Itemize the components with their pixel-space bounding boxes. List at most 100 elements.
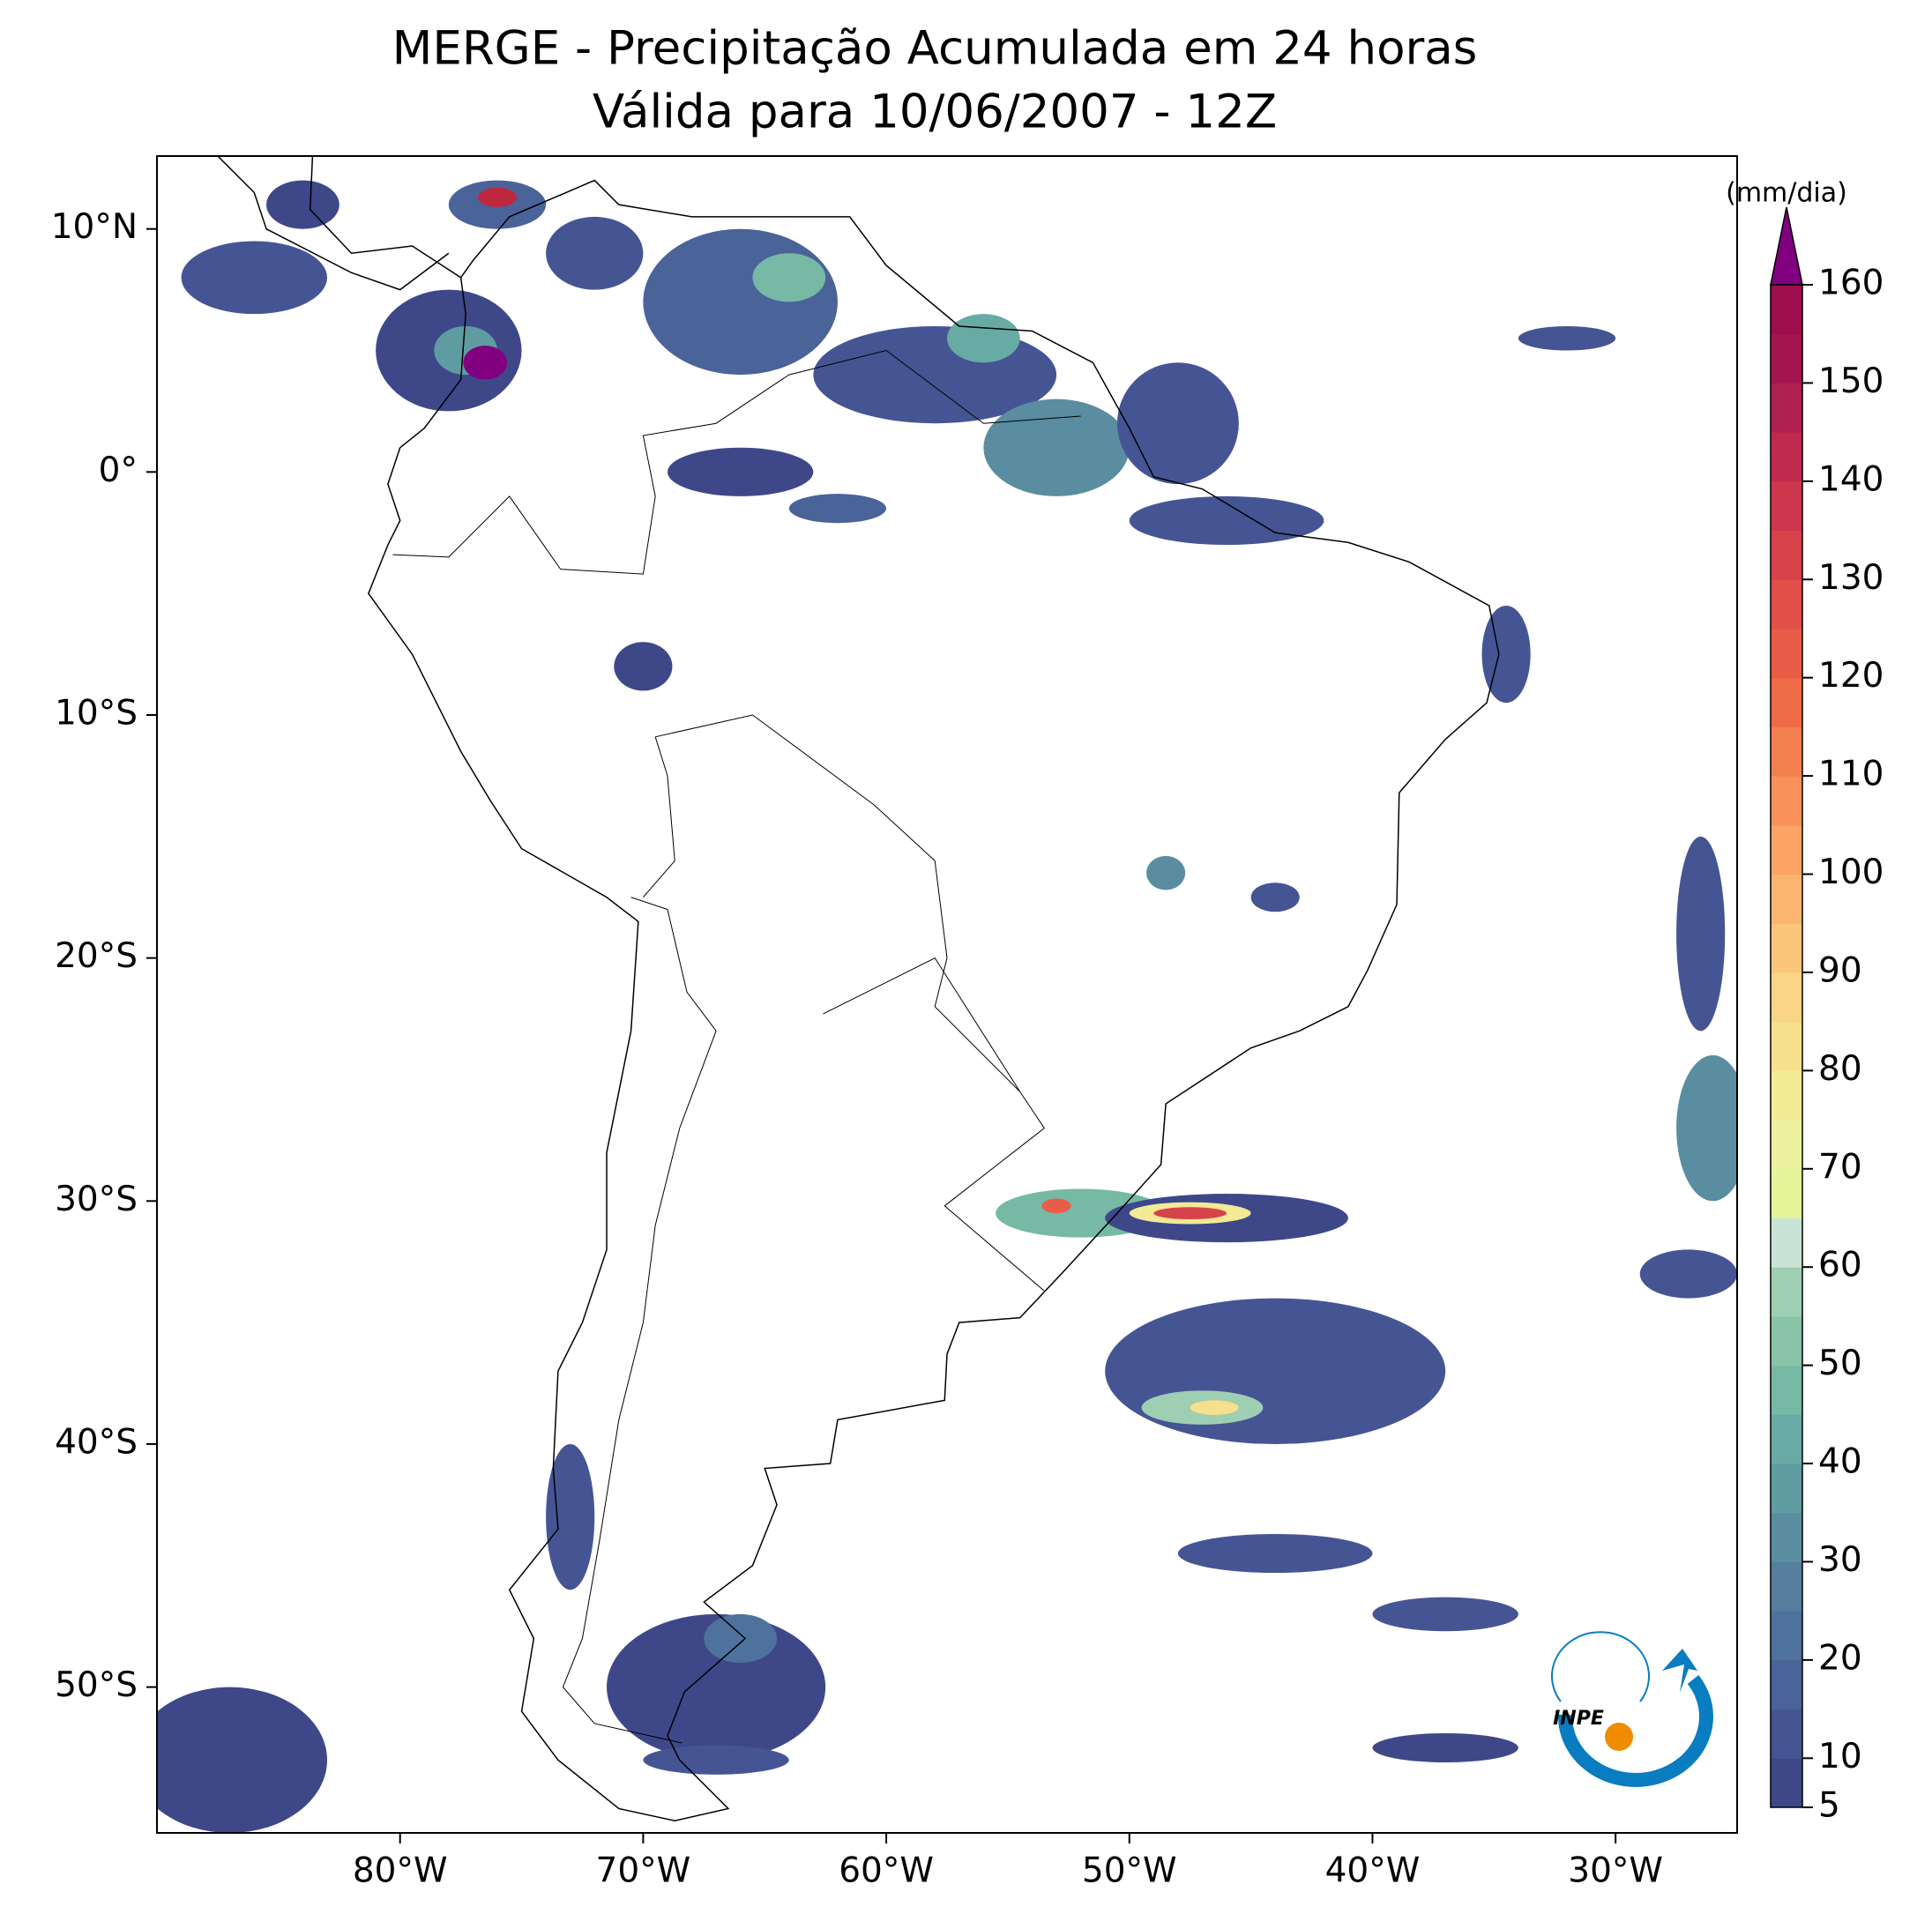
colorbar-tick-label: 90 [1818,950,1862,990]
colorbar-segment [1771,628,1802,679]
precip-area [1481,605,1531,704]
precip-area [1250,883,1300,912]
colorbar-frame [1770,284,1803,1808]
colorbar-tick-label: 100 [1818,853,1884,892]
colorbar-tick-label: 10 [1818,1737,1862,1776]
precip-area [983,398,1130,496]
colorbar-segment [1771,726,1802,777]
precip-area [1041,1198,1071,1214]
precip-area [947,314,1020,363]
y-tick-label: 10°N [51,207,138,247]
y-tick-label: 20°S [55,936,138,976]
precip-area [1518,325,1616,351]
colorbar-segment [1771,1218,1802,1268]
coastline [216,156,450,291]
colorbar-segment [1771,1070,1802,1121]
border [655,714,1045,1292]
colorbar-tick-label: 20 [1818,1638,1862,1678]
colorbar-tick-label: 50 [1818,1344,1862,1383]
colorbar-tick-label: 40 [1818,1442,1862,1482]
precip-area [1639,1249,1737,1299]
colorbar: 5 10 20 30 40 50 60 70 80 90 100 110 120 130 140 150 160… [1726,178,1884,1826]
x-tick-label: 80°W [353,1851,448,1891]
colorbar-segment [1771,824,1802,875]
border [392,495,562,570]
colorbar-segment [1771,1315,1802,1367]
y-tick-label: 30°S [55,1180,138,1219]
precip-area [643,228,838,376]
colorbar-segment [1771,923,1802,973]
colorbar-segment [1771,285,1802,335]
precip-area [1146,855,1186,890]
colorbar-segment [1771,1512,1802,1562]
y-tick-label: 50°S [55,1665,138,1705]
precip-area [752,253,826,302]
colorbar-segment [1771,1168,1802,1218]
precip-area [643,1745,789,1775]
precip-area [1372,1597,1518,1632]
precip-area [463,346,507,380]
y-tick-label: 10°S [55,694,138,734]
precip-area [667,447,814,496]
precip-area [1676,1054,1737,1202]
precip-area [266,180,339,229]
x-tick-label: 40°W [1325,1851,1421,1891]
colorbar-tick-label: 130 [1818,558,1884,598]
precip-area [181,241,327,315]
colorbar-segment [1771,1021,1802,1071]
plot-area [157,156,1737,1833]
x-tick-label: 70°W [596,1851,691,1891]
colorbar-segment [1771,1267,1802,1317]
coastline [309,156,462,279]
colorbar-unit: (mm/dia) [1726,178,1847,209]
precip-area [1676,836,1726,1031]
precip-area [546,1443,595,1590]
colorbar-segment [1771,1709,1802,1759]
colorbar-segment [1771,1561,1802,1612]
colorbar-segment [1771,383,1802,433]
colorbar-segment [1771,874,1802,924]
colorbar-segment [1771,432,1802,482]
logo: INPE [1551,1631,1713,1787]
y-tick-label: 0° [99,451,138,490]
colorbar-tick-label: 5 [1818,1786,1840,1826]
colorbar-segment [1771,1414,1802,1464]
colorbar-tick-label: 140 [1818,459,1884,499]
precip-area [1372,1732,1518,1763]
logo-arc [1557,1675,1713,1787]
border [643,736,675,898]
precip-area [1153,1207,1227,1219]
subtitle: Válida para 10/06/2007 - 12Z [593,86,1277,139]
y-tick-label: 40°S [55,1422,138,1462]
colorbar-segment [1771,677,1802,727]
precip-area [1177,1533,1373,1574]
precip-area [546,216,644,290]
colorbar-tick-label: 30 [1818,1540,1862,1580]
colorbar-segment [1771,1365,1802,1415]
logo-orbit [1551,1631,1650,1702]
precip-area [614,642,673,691]
border [562,897,717,1744]
x-tick-label: 50°W [1082,1851,1177,1891]
x-tick-label: 60°W [839,1851,934,1891]
precip-area [788,494,887,524]
colorbar-segment [1771,1611,1802,1661]
precip-area [157,1687,327,1833]
plot-frame [156,155,1738,1834]
colorbar-segment [1771,1463,1802,1514]
colorbar-segment [1771,333,1802,384]
border [823,957,1021,1092]
colorbar-segment [1771,776,1802,826]
logo-dot [1605,1723,1633,1751]
colorbar-segment [1771,530,1802,580]
logo-text: INPE [1553,1708,1604,1730]
title: MERGE - Precipitação Acumulada em 24 hor… [392,22,1478,76]
colorbar-segment [1771,480,1802,532]
colorbar-tick-label: 60 [1818,1246,1862,1285]
colorbar-segment [1771,1758,1802,1808]
colorbar-extend [1770,206,1803,286]
colorbar-tick-label: 70 [1818,1147,1862,1187]
logo-arrow [1662,1649,1697,1693]
